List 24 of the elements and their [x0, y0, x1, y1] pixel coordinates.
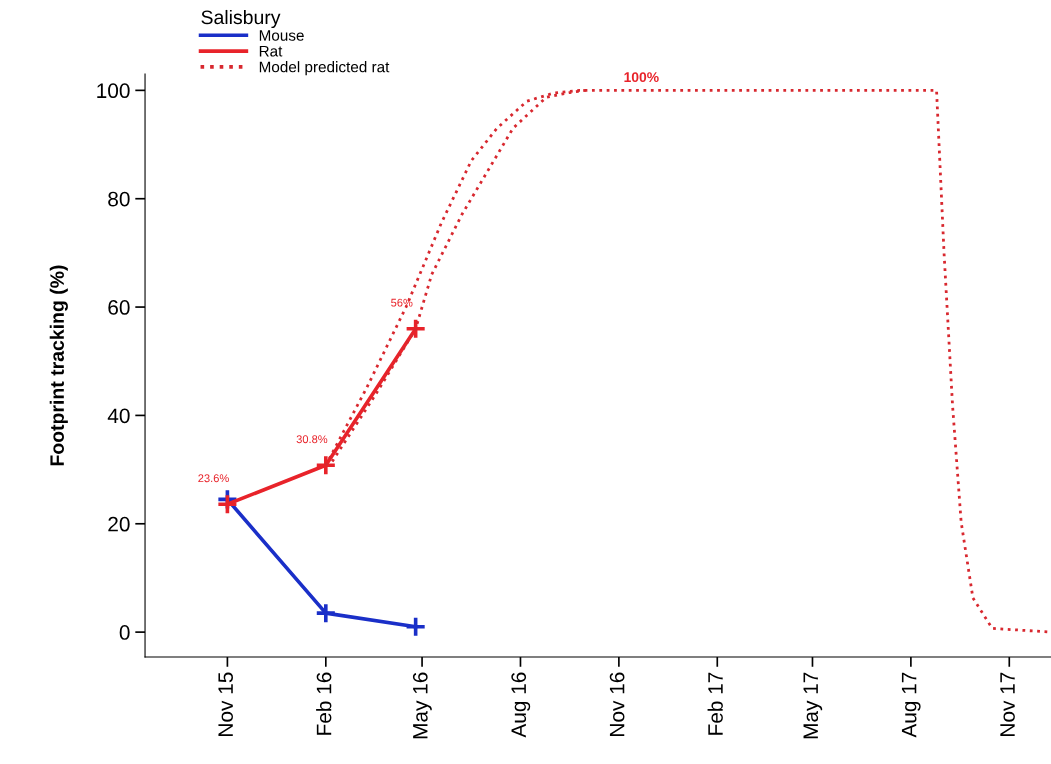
x-tick-label: Nov 17	[1000, 672, 1015, 736]
y-tick-label: 100	[97, 83, 130, 99]
data-label: 30.8%	[296, 435, 328, 444]
x-tick-label: May 17	[803, 672, 823, 739]
x-tick-label: Nov 15	[218, 672, 233, 736]
legend-label: Rat	[259, 45, 283, 57]
x-tick-label: Aug 16	[511, 672, 531, 738]
x-tick-label: May 16	[412, 672, 432, 739]
data-label: 23.6%	[198, 474, 229, 483]
y-tick-label: 40	[107, 408, 130, 424]
y-tick-label: 0	[119, 625, 130, 640]
x-tick-label: Feb 16	[316, 672, 332, 735]
data-label: 56%	[391, 298, 413, 307]
legend-label: Mouse	[259, 30, 304, 41]
x-tick-label: Aug 17	[901, 672, 921, 738]
legend-label: Model predicted rat	[259, 61, 390, 76]
y-axis-title: Footprint tracking (%)	[49, 265, 68, 466]
legend-title: Salisbury	[201, 9, 281, 29]
x-tick-label: Feb 17	[707, 672, 723, 735]
y-tick-label: 20	[108, 516, 130, 532]
x-tick-label: Nov 16	[609, 672, 625, 736]
y-tick-label: 80	[108, 191, 130, 207]
y-tick-label: 60	[108, 300, 130, 315]
annotation: 100%	[624, 72, 659, 83]
